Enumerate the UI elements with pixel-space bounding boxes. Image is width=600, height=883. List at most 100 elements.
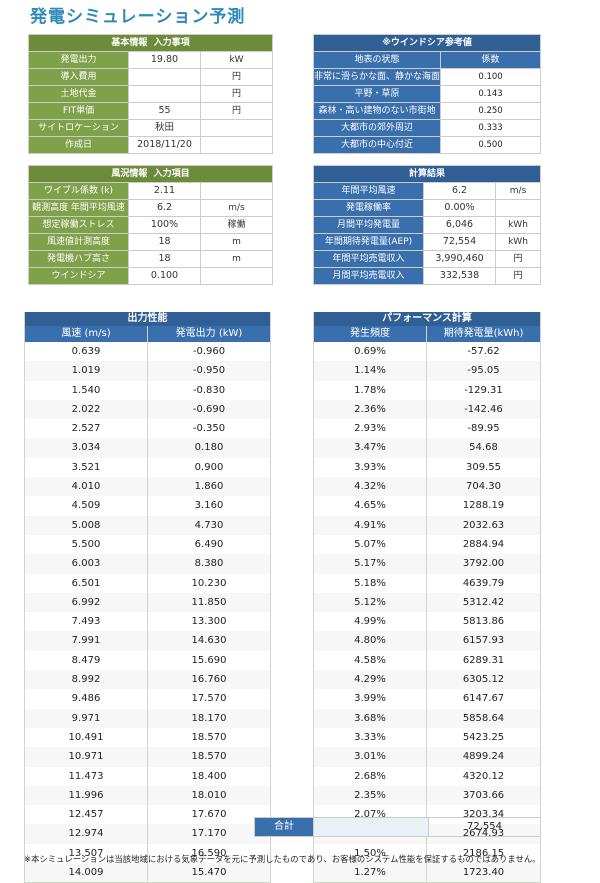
power-output-cell: 18.010 bbox=[147, 785, 271, 806]
power-curve-row: 8.992 16.760 bbox=[24, 670, 271, 690]
power-output-cell: 15.470 bbox=[147, 863, 271, 883]
power-output-cell: 16.590 bbox=[147, 843, 271, 864]
result-value: 6,046 bbox=[423, 216, 496, 234]
wind-info-unit bbox=[200, 267, 273, 285]
result-unit: 円 bbox=[494, 250, 542, 268]
basic-info-value: 55 bbox=[128, 102, 201, 120]
wind-info-table: 風況情報 入力項目 ワイブル係数 (k) 2.11 観測高度 年間平均風速 6.2 m/… bbox=[28, 165, 273, 285]
expected-energy-cell: 1288.19 bbox=[426, 496, 541, 516]
performance-row: 3.01% 4899.24 bbox=[313, 747, 541, 767]
wind-speed-cell: 1.019 bbox=[24, 361, 148, 381]
wind-speed-cell: 12.974 bbox=[24, 824, 148, 844]
frequency-cell: 5.17% bbox=[313, 554, 427, 574]
frequency-cell: 2.36% bbox=[313, 399, 427, 420]
performance-row: 1.27% 1723.40 bbox=[313, 863, 541, 883]
expected-energy-cell: 54.68 bbox=[426, 438, 541, 458]
expected-energy-cell: 6305.12 bbox=[426, 670, 541, 690]
wind-info-row: ワイブル係数 (k) 2.11 bbox=[28, 182, 273, 200]
expected-energy-cell: 704.30 bbox=[426, 477, 541, 497]
windshear-surface-label: 大都市の中心付近 bbox=[313, 136, 441, 154]
performance-row: 2.68% 4320.12 bbox=[313, 766, 541, 786]
wind-speed-cell: 11.996 bbox=[24, 785, 148, 806]
power-output-cell: 14.630 bbox=[147, 631, 271, 651]
basic-info-unit bbox=[200, 119, 273, 137]
power-output-cell: 17.670 bbox=[147, 805, 271, 825]
expected-energy-cell: -142.46 bbox=[426, 399, 541, 420]
wind-info-row: 観測高度 年間平均風速 6.2 m/s bbox=[28, 199, 273, 217]
performance-row: 0.69% -57.62 bbox=[313, 342, 541, 362]
result-unit: 円 bbox=[494, 267, 542, 285]
wind-info-unit: 稼働 bbox=[200, 216, 273, 234]
frequency-cell: 1.78% bbox=[313, 380, 427, 400]
result-unit: kWh bbox=[494, 233, 542, 251]
expected-energy-cell: 309.55 bbox=[426, 457, 541, 478]
expected-energy-cell: 6157.93 bbox=[426, 631, 541, 651]
power-curve-row: 8.479 15.690 bbox=[24, 650, 271, 671]
performance-header: パフォーマンス計算 bbox=[313, 312, 541, 326]
basic-info-label: 発電出力 bbox=[28, 51, 129, 69]
windshear-header: ※ウインドシア参考値 bbox=[312, 34, 542, 52]
frequency-cell: 1.14% bbox=[313, 361, 427, 381]
windshear-row: 大都市の郊外周辺 0.333 bbox=[313, 119, 542, 137]
expected-energy-cell: 5858.64 bbox=[426, 708, 541, 728]
result-row: 年間平均風速 6.2 m/s bbox=[313, 182, 542, 200]
expected-energy-cell: 3792.00 bbox=[426, 554, 541, 574]
frequency-cell: 2.35% bbox=[313, 785, 427, 806]
total-table: 合計 72,554 bbox=[254, 817, 541, 837]
expected-energy-cell: 6289.31 bbox=[426, 650, 541, 671]
wind-speed-cell: 11.473 bbox=[24, 766, 148, 786]
power-output-cell: 4.730 bbox=[147, 515, 271, 535]
windshear-row: 大都市の中心付近 0.500 bbox=[313, 136, 542, 154]
basic-info-label: 作成日 bbox=[28, 136, 129, 154]
wind-info-label: 発電機ハブ高さ bbox=[28, 250, 129, 268]
performance-row: 5.12% 5312.42 bbox=[313, 592, 541, 613]
basic-info-row: サイトロケーション 秋田 bbox=[28, 119, 273, 137]
power-output-cell: 18.570 bbox=[147, 727, 271, 748]
power-output-cell: 10.230 bbox=[147, 573, 271, 593]
wind-info-row: 想定稼働ストレス 100% 稼働 bbox=[28, 216, 273, 234]
result-label: 年間平均売電収入 bbox=[313, 250, 424, 268]
wind-speed-cell: 2.022 bbox=[24, 399, 148, 420]
windshear-row: 森林・高い建物のない市街地 0.250 bbox=[313, 102, 542, 120]
power-output-cell: -0.690 bbox=[147, 399, 271, 420]
expected-energy-cell: 4899.24 bbox=[426, 747, 541, 767]
wind-info-value: 18 bbox=[128, 250, 201, 268]
power-curve-row: 10.971 18.570 bbox=[24, 747, 271, 767]
power-output-cell: -0.960 bbox=[147, 342, 271, 362]
performance-row: 3.93% 309.55 bbox=[313, 457, 541, 478]
wind-speed-cell: 6.501 bbox=[24, 573, 148, 593]
windshear-coefficient: 0.250 bbox=[439, 102, 542, 120]
expected-energy-cell: 5312.42 bbox=[426, 592, 541, 613]
power-curve-row: 6.992 11.850 bbox=[24, 592, 271, 613]
windshear-col-surface: 地表の状態 bbox=[313, 51, 441, 69]
power-output-cell: 11.850 bbox=[147, 592, 271, 613]
expected-energy-cell: 6147.67 bbox=[426, 689, 541, 709]
power-output-cell: 8.380 bbox=[147, 554, 271, 574]
power-curve-row: 2.527 -0.350 bbox=[24, 419, 271, 439]
wind-speed-cell: 1.540 bbox=[24, 380, 148, 400]
page-title: 発電シミュレーション予測 bbox=[30, 7, 246, 27]
power-curve-row: 0.639 -0.960 bbox=[24, 342, 271, 362]
basic-info-row: FIT単価 55 円 bbox=[28, 102, 273, 120]
performance-row: 2.36% -142.46 bbox=[313, 399, 541, 420]
expected-energy-cell: 2032.63 bbox=[426, 515, 541, 535]
frequency-cell: 3.33% bbox=[313, 727, 427, 748]
result-row: 月間平均発電量 6,046 kWh bbox=[313, 216, 542, 234]
wind-speed-cell: 8.992 bbox=[24, 670, 148, 690]
basic-info-label: 導入費用 bbox=[28, 68, 129, 86]
expected-energy-cell: -89.95 bbox=[426, 419, 541, 439]
windshear-row: 平野・草原 0.143 bbox=[313, 85, 542, 103]
basic-info-row: 作成日 2018/11/20 bbox=[28, 136, 273, 154]
wind-speed-cell: 14.009 bbox=[24, 863, 148, 883]
power-curve-row: 11.473 18.400 bbox=[24, 766, 271, 786]
expected-energy-cell: 5423.25 bbox=[426, 727, 541, 748]
expected-energy-cell: 4320.12 bbox=[426, 766, 541, 786]
frequency-cell: 4.29% bbox=[313, 670, 427, 690]
performance-row: 1.50% 2186.15 bbox=[313, 843, 541, 864]
windshear-row: 非常に滑らかな面、静かな海面等 0.100 bbox=[313, 68, 542, 86]
basic-info-label: 土地代金 bbox=[28, 85, 129, 103]
expected-energy-cell: 2186.15 bbox=[426, 843, 541, 864]
performance-row: 3.68% 5858.64 bbox=[313, 708, 541, 728]
power-output-cell: 1.860 bbox=[147, 477, 271, 497]
wind-speed-cell: 4.509 bbox=[24, 496, 148, 516]
